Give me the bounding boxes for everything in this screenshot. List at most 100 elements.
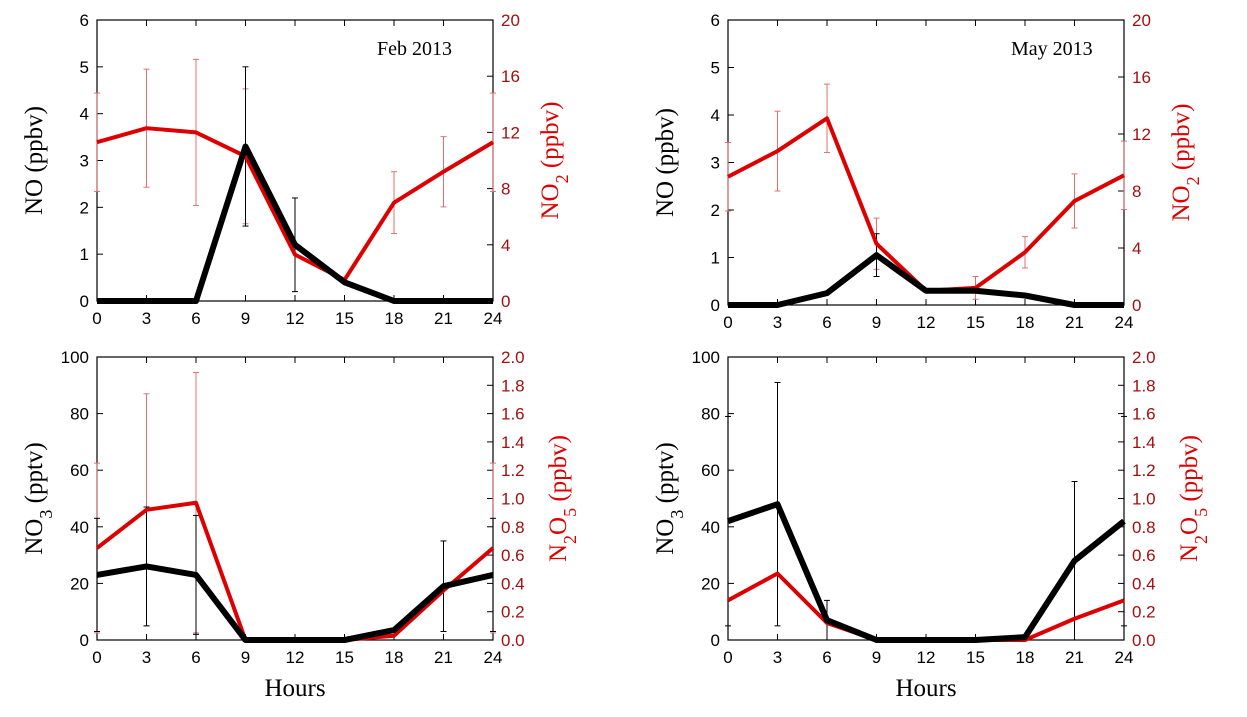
x-tick-label: 6	[822, 313, 831, 332]
left-y-tick-label: 40	[701, 518, 720, 537]
right-y-tick-label: 4	[501, 236, 510, 255]
left-y-tick-label: 6	[80, 11, 89, 30]
right-y-tick-label: 16	[1132, 68, 1151, 87]
right-y-tick-label: 20	[501, 11, 520, 30]
x-tick-label: 24	[1115, 313, 1134, 332]
left-axis-label: NO3 (pptv)	[21, 442, 56, 554]
x-tick-label: 0	[723, 313, 732, 332]
left-axis-label: NO (ppbv)	[21, 106, 48, 215]
left-y-tick-label: 6	[711, 11, 720, 30]
left-y-tick-label: 20	[701, 574, 720, 593]
x-tick-label: 18	[385, 648, 404, 667]
x-tick-label: 0	[92, 309, 101, 328]
x-tick-label: 15	[335, 309, 354, 328]
panel-3: 0 3 6 9 12 15 18 21 24 0 20 40 60 80 100 0.0 0.2 0.4 0.6 0.…	[21, 348, 580, 702]
right-series-line	[95, 500, 495, 642]
right-y-tick-label: 16	[501, 67, 520, 86]
panel-annotation: May 2013	[1011, 38, 1093, 60]
left-y-tick-label: 1	[711, 249, 720, 268]
right-y-tick-label: 8	[1132, 182, 1141, 201]
right-series-line	[727, 116, 1125, 293]
left-y-tick-label: 4	[711, 106, 720, 125]
right-y-tick-label: 1.8	[1132, 376, 1156, 395]
left-y-tick-label: 1	[80, 245, 89, 264]
left-series-line	[96, 563, 494, 643]
right-axis-label: N2O5 (ppbv)	[545, 435, 580, 562]
right-y-tick-label: 1.2	[1132, 461, 1156, 480]
x-tick-label: 9	[241, 648, 250, 667]
left-y-tick-label: 80	[70, 405, 89, 424]
right-y-tick-label: 4	[1132, 239, 1141, 258]
x-tick-label: 15	[966, 648, 985, 667]
x-tick-label: 15	[966, 313, 985, 332]
x-tick-label: 18	[1016, 313, 1035, 332]
x-axis-label: Hours	[895, 675, 956, 702]
right-y-tick-label: 1.4	[501, 433, 525, 452]
right-y-tick-label: 0.0	[501, 631, 525, 650]
right-y-tick-label: 1.8	[501, 376, 525, 395]
right-y-tick-label: 0.2	[1132, 603, 1156, 622]
x-axis-label: Hours	[264, 675, 325, 702]
left-y-tick-label: 3	[80, 152, 89, 171]
x-tick-label: 9	[872, 313, 881, 332]
left-y-tick-label: 2	[711, 201, 720, 220]
left-series-line	[727, 501, 1126, 643]
x-tick-label: 24	[484, 309, 503, 328]
right-y-tick-label: 0.4	[1132, 574, 1156, 593]
x-tick-label: 6	[191, 309, 200, 328]
right-y-tick-label: 0.8	[1132, 518, 1156, 537]
right-y-tick-label: 1.0	[501, 490, 525, 509]
left-y-tick-label: 60	[70, 461, 89, 480]
left-y-tick-label: 4	[80, 105, 89, 124]
x-tick-label: 18	[1016, 648, 1035, 667]
x-tick-label: 12	[917, 313, 936, 332]
x-tick-label: 21	[434, 648, 453, 667]
x-tick-label: 3	[142, 648, 151, 667]
x-tick-label: 15	[335, 648, 354, 667]
right-y-tick-label: 2.0	[501, 348, 525, 367]
panel-annotation: Feb 2013	[377, 38, 452, 60]
left-y-tick-label: 100	[692, 348, 720, 367]
panel-4: 0 3 6 9 12 15 18 21 24 0 20 40 60 80 100 0.0 0.2 0.4 0.6 0.…	[652, 348, 1211, 702]
right-y-tick-label: 12	[501, 123, 520, 142]
left-y-tick-label: 100	[61, 348, 89, 367]
left-y-tick-label: 0	[80, 631, 89, 650]
plot-frame	[727, 19, 1125, 306]
left-y-tick-label: 40	[70, 518, 89, 537]
x-tick-label: 6	[191, 648, 200, 667]
right-y-tick-label: 0.4	[501, 574, 525, 593]
left-y-tick-label: 3	[711, 154, 720, 173]
x-tick-label: 12	[286, 309, 305, 328]
right-y-tick-label: 8	[501, 180, 510, 199]
x-tick-label: 21	[1065, 648, 1084, 667]
left-y-tick-label: 2	[80, 198, 89, 217]
x-tick-label: 3	[773, 313, 782, 332]
right-y-tick-label: 0.8	[501, 518, 525, 537]
right-axis-label: N2O5 (ppbv)	[1176, 435, 1211, 562]
x-tick-label: 3	[773, 648, 782, 667]
right-y-tick-label: 1.4	[1132, 433, 1156, 452]
x-tick-label: 12	[917, 648, 936, 667]
left-y-tick-label: 20	[70, 574, 89, 593]
right-axis-label: NO2 (ppbv)	[537, 101, 572, 219]
right-y-tick-label: 12	[1132, 125, 1151, 144]
right-y-tick-label: 0.6	[1132, 546, 1156, 565]
x-tick-label: 24	[1115, 648, 1134, 667]
left-y-tick-label: 0	[711, 631, 720, 650]
x-tick-label: 9	[241, 309, 250, 328]
left-y-tick-label: 80	[701, 405, 720, 424]
right-y-tick-label: 1.6	[1132, 405, 1156, 424]
right-y-tick-label: 0.0	[1132, 631, 1156, 650]
x-tick-label: 6	[822, 648, 831, 667]
plot-frame	[727, 356, 1125, 641]
x-tick-label: 0	[723, 648, 732, 667]
right-y-tick-label: 1.6	[501, 405, 525, 424]
left-y-tick-label: 5	[80, 58, 89, 77]
x-tick-label: 9	[872, 648, 881, 667]
x-tick-label: 3	[142, 309, 151, 328]
x-tick-label: 12	[286, 648, 305, 667]
left-y-tick-label: 0	[80, 292, 89, 311]
